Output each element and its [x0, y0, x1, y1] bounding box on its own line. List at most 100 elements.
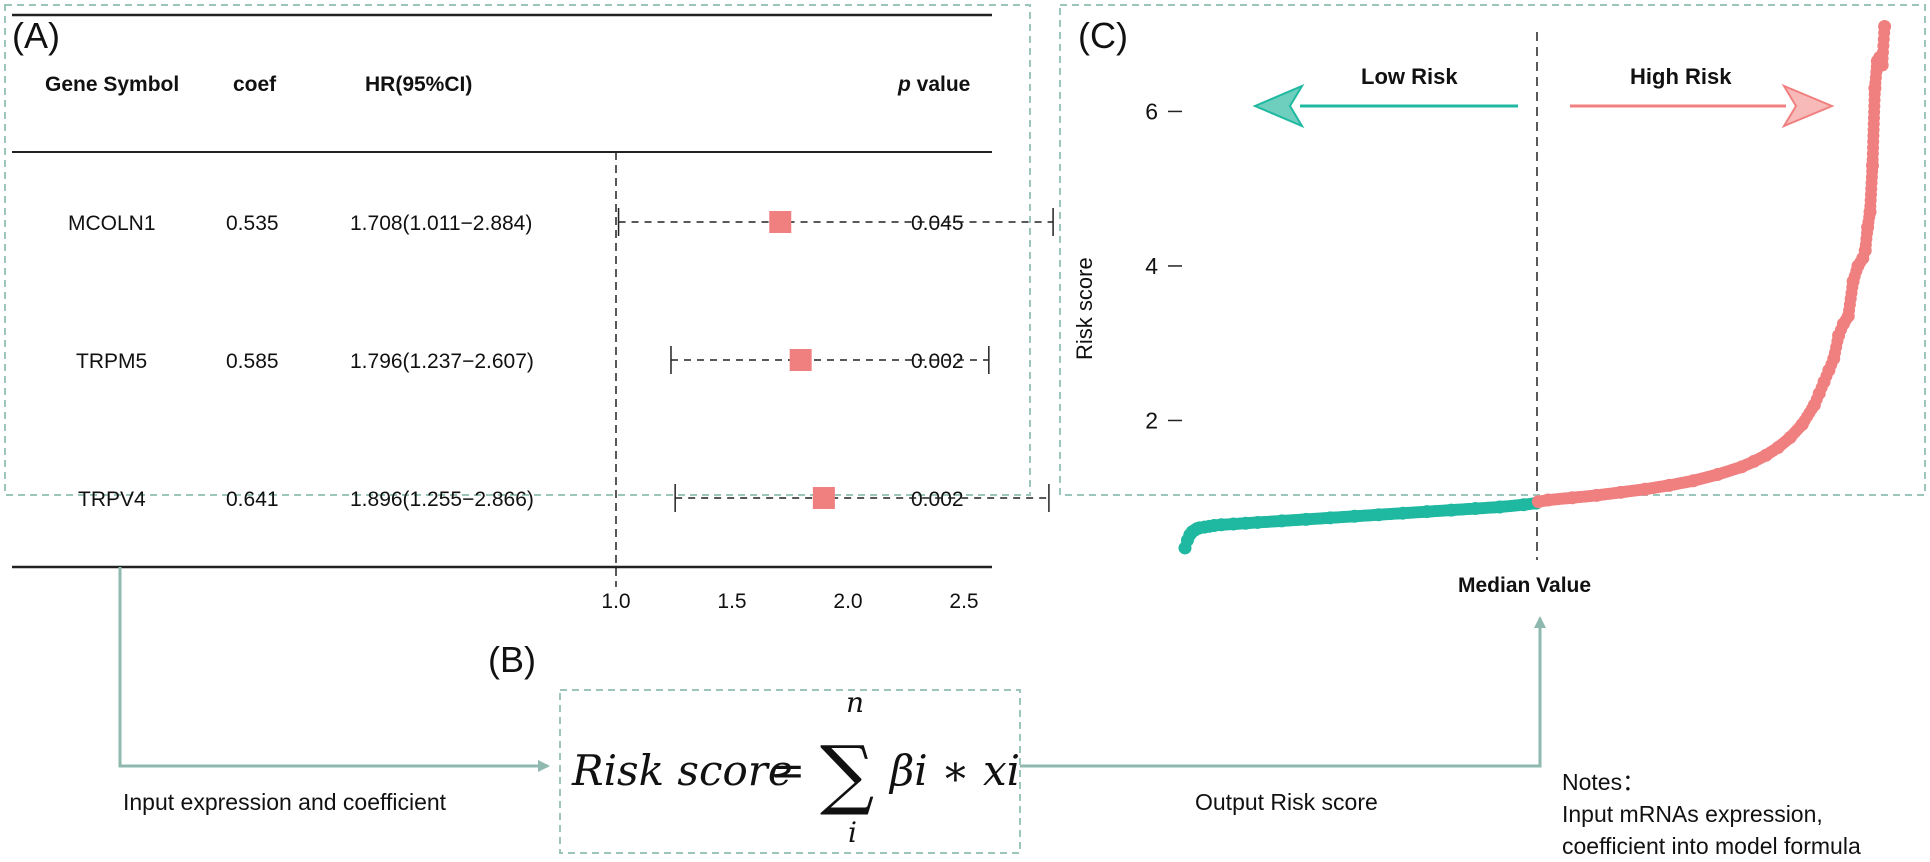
median-value-label: Median Value — [1458, 574, 1591, 597]
risk-point — [1226, 517, 1240, 531]
risk-point — [1735, 460, 1749, 474]
risk-point — [1662, 478, 1676, 492]
forest-axis: 1.0 1.5 2.0 2.5 — [601, 590, 978, 613]
row-2-p: 0.002 — [911, 350, 964, 373]
risk-point — [1878, 19, 1892, 33]
row-1-hr: 1.708(1.011−2.884) — [350, 212, 532, 235]
input-arrow — [118, 567, 550, 772]
panel-a: (A) Gene Symbol coef HR(95%CI) p value M… — [12, 13, 1054, 613]
forest-axis-tick: 1.5 — [717, 590, 746, 613]
formula-sum-sign: ∑ — [820, 729, 874, 818]
low-risk-label: Low Risk — [1361, 64, 1458, 89]
risk-point — [1347, 509, 1361, 523]
risk-point — [1783, 430, 1797, 444]
risk-point — [1614, 485, 1628, 499]
risk-point — [1747, 454, 1761, 468]
forest-row-2 — [670, 346, 990, 374]
risk-point — [1541, 493, 1555, 507]
panel-a-label: (A) — [12, 15, 60, 56]
risk-point — [1493, 500, 1507, 514]
risk-point — [1323, 511, 1337, 525]
formula-lower-limit: i — [848, 816, 857, 849]
low-risk-arrow-head — [1252, 83, 1305, 129]
output-label: Output Risk score — [1195, 789, 1378, 815]
risk-point — [1807, 398, 1821, 412]
table-row-3: TRPV4 0.641 1.896(1.255−2.866) 0.002 — [78, 488, 964, 511]
row-3-coef: 0.641 — [226, 488, 279, 511]
risk-point — [1565, 491, 1579, 505]
y-axis-label: Risk score — [1072, 257, 1097, 360]
output-arrow — [1020, 616, 1546, 768]
row-2-hr: 1.796(1.237−2.607) — [350, 350, 534, 373]
risk-point — [1832, 328, 1846, 342]
hr-marker — [812, 487, 835, 509]
risk-point — [1711, 468, 1725, 482]
risk-point — [1420, 505, 1434, 519]
high-risk-arrow — [1570, 83, 1835, 129]
risk-point — [1275, 514, 1289, 528]
risk-point — [1812, 386, 1826, 400]
risk-point — [1531, 495, 1545, 509]
risk-point — [1299, 512, 1313, 526]
y-tick-label: 4 — [1145, 253, 1158, 279]
forest-plot — [617, 208, 1054, 512]
notes-line-1: Input mRNAs expression, — [1562, 801, 1823, 827]
risk-point — [1858, 244, 1872, 258]
risk-point — [1372, 508, 1386, 522]
risk-point — [1865, 159, 1879, 173]
row-2-coef: 0.585 — [226, 350, 279, 373]
risk-point — [1444, 503, 1458, 517]
risk-point — [1638, 482, 1652, 496]
header-p-italic: p — [897, 73, 911, 96]
formula-lhs: Risk score — [571, 746, 793, 795]
y-tick-label: 2 — [1145, 407, 1158, 433]
header-p-value: p value — [897, 73, 970, 96]
panel-c-label: (C) — [1078, 15, 1128, 56]
risk-point — [1868, 81, 1882, 95]
row-3-hr: 1.896(1.255−2.866) — [350, 488, 534, 511]
formula-rhs: βi ∗ xi — [888, 746, 1020, 795]
formula-box — [559, 689, 1021, 854]
forest-row-3 — [674, 484, 1050, 512]
high-risk-series — [1531, 19, 1892, 509]
high-risk-arrow-head — [1781, 83, 1835, 129]
risk-point — [1590, 488, 1604, 502]
risk-point — [1214, 518, 1228, 532]
input-label: Input expression and coefficient — [123, 789, 447, 815]
panel-c-frame — [1059, 4, 1926, 496]
risk-point — [1759, 448, 1773, 462]
risk-point — [1863, 205, 1877, 219]
notes-line-2: coefficient into model formula — [1562, 833, 1861, 859]
panel-c: (C) Low Risk High Risk Median Value Risk… — [1072, 15, 1892, 597]
header-p-suffix: value — [911, 73, 971, 96]
risk-score-points — [1178, 19, 1892, 555]
risk-point — [1827, 352, 1841, 366]
risk-point — [1396, 506, 1410, 520]
high-risk-label: High Risk — [1630, 64, 1732, 89]
risk-point — [1822, 363, 1836, 377]
forest-axis-tick: 2.5 — [949, 590, 978, 613]
risk-y-axis: 2 4 6 — [1145, 98, 1182, 433]
panel-b: (B) Risk score = ∑ n i βi ∗ xi Input exp… — [123, 639, 1861, 859]
risk-point — [1861, 220, 1875, 234]
risk-point — [1517, 498, 1531, 512]
risk-point — [1846, 274, 1860, 288]
risk-point — [1251, 515, 1265, 529]
hr-marker — [769, 211, 792, 233]
row-3-gene: TRPV4 — [78, 488, 146, 511]
y-tick-label: 6 — [1145, 98, 1158, 124]
panel-a-frame — [4, 4, 1031, 496]
forest-row-1 — [617, 208, 1054, 236]
row-3-p: 0.002 — [911, 488, 964, 511]
risk-point — [1875, 58, 1889, 72]
row-1-coef: 0.535 — [226, 212, 279, 235]
low-risk-series — [1178, 496, 1543, 555]
risk-point — [1239, 516, 1253, 530]
risk-point — [1817, 375, 1831, 389]
risk-point — [1468, 502, 1482, 516]
row-1-p: 0.045 — [911, 212, 964, 235]
forest-axis-tick: 2.0 — [833, 590, 862, 613]
risk-point — [1771, 441, 1785, 455]
header-coef: coef — [233, 73, 277, 96]
header-gene-symbol: Gene Symbol — [45, 73, 179, 96]
